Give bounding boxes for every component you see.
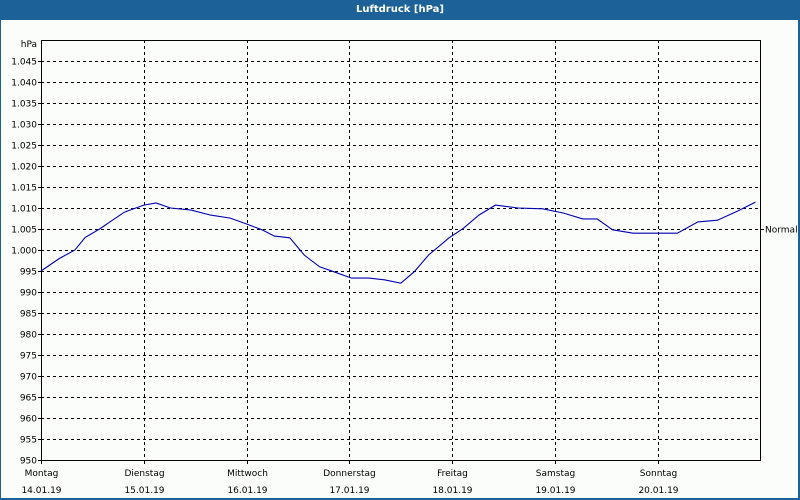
x-tick-day: Samstag bbox=[536, 469, 575, 479]
x-tick-date: 19.01.19 bbox=[535, 486, 575, 496]
y-tick-label: 970 bbox=[20, 373, 37, 383]
x-tick-day: Mittwoch bbox=[227, 469, 268, 479]
y-tick-label: 975 bbox=[20, 352, 37, 362]
x-tick-day: Montag bbox=[25, 469, 59, 479]
y-tick-label: 1.035 bbox=[11, 100, 37, 110]
y-tick-label: 1.000 bbox=[11, 247, 37, 257]
y-tick-label: 1.020 bbox=[11, 163, 37, 173]
x-tick-date: 15.01.19 bbox=[124, 486, 164, 496]
x-tick-day: Donnerstag bbox=[323, 469, 376, 479]
y-tick-label: 980 bbox=[20, 331, 37, 341]
pressure-chart: 950 955 960 965 970 975 980 985 990 995 1.000 1.005… bbox=[11, 40, 798, 496]
y-tick-label: 950 bbox=[20, 457, 37, 467]
y-tick-label: 1.025 bbox=[11, 142, 37, 152]
y-tick-label: 955 bbox=[20, 436, 37, 446]
y-tick-label: 1.015 bbox=[11, 184, 37, 194]
y-axis-unit: hPa bbox=[21, 40, 37, 50]
x-tick-date: 14.01.19 bbox=[21, 486, 61, 496]
x-tick-day: Freitag bbox=[437, 469, 468, 479]
y-tick-label: 960 bbox=[20, 415, 37, 425]
x-tick-date: 18.01.19 bbox=[432, 486, 472, 496]
plot-frame bbox=[41, 40, 761, 461]
y-tick-label: 1.005 bbox=[11, 226, 37, 236]
x-tick-day: Sonntag bbox=[640, 469, 677, 479]
pressure-line bbox=[40, 201, 756, 284]
y-tick-label: 1.045 bbox=[11, 58, 37, 68]
normal-label: Normal bbox=[765, 226, 798, 236]
window-title: Luftdruck [hPa] bbox=[0, 0, 800, 20]
y-tick-label: 1.010 bbox=[11, 205, 37, 215]
x-tick-day: Dienstag bbox=[124, 469, 164, 479]
y-tick-label: 1.040 bbox=[11, 79, 37, 89]
y-tick-label: 965 bbox=[20, 394, 37, 404]
y-tick-label: 1.030 bbox=[11, 121, 37, 131]
x-tick-date: 17.01.19 bbox=[329, 486, 369, 496]
chart-area: 950 955 960 965 970 975 980 985 990 995 1.000 1.005… bbox=[1, 20, 798, 498]
x-tick-date: 16.01.19 bbox=[227, 486, 267, 496]
x-tick-date: 20.01.19 bbox=[638, 486, 678, 496]
y-tick-label: 990 bbox=[20, 289, 37, 299]
y-tick-label: 985 bbox=[20, 310, 37, 320]
y-tick-label: 995 bbox=[20, 268, 37, 278]
